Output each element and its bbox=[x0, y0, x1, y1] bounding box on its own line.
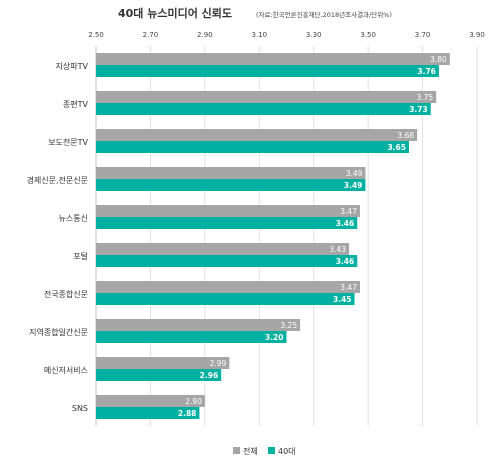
bar-40s bbox=[96, 65, 439, 77]
category-label: 지상파TV bbox=[56, 61, 89, 71]
bar-value-label: 2.96 bbox=[200, 371, 219, 380]
bar-40s bbox=[96, 369, 222, 381]
bar-total bbox=[96, 395, 205, 407]
x-tick-label: 2.90 bbox=[197, 31, 213, 39]
bar-40s bbox=[96, 103, 431, 115]
category-label: 메신저서비스 bbox=[44, 366, 88, 375]
category-label: 지역종합일간신문 bbox=[29, 327, 88, 337]
bar-value-label: 3.46 bbox=[336, 257, 355, 266]
x-tick-label: 3.30 bbox=[306, 31, 322, 39]
bar-40s bbox=[96, 141, 409, 153]
bar-total bbox=[96, 53, 450, 65]
bar-total bbox=[96, 91, 437, 103]
bar-total bbox=[96, 319, 301, 331]
bar-value-label: 2.88 bbox=[178, 409, 197, 418]
bar-value-label: 3.49 bbox=[346, 169, 363, 178]
category-label: SNS bbox=[72, 404, 88, 413]
bar-total bbox=[96, 357, 230, 369]
bar-value-label: 3.65 bbox=[387, 143, 406, 152]
bar-value-label: 3.45 bbox=[333, 295, 352, 304]
bar-40s bbox=[96, 407, 200, 419]
category-label: 경제신문,전문신문 bbox=[27, 175, 88, 185]
chart-title: 40대 뉴스미디어 신뢰도 bbox=[118, 6, 232, 20]
bar-40s bbox=[96, 293, 355, 305]
bar-total bbox=[96, 243, 350, 255]
x-tick-label: 3.10 bbox=[251, 31, 267, 39]
category-label: 전국종합신문 bbox=[44, 289, 88, 299]
bar-total bbox=[96, 205, 360, 217]
bar-value-label: 3.76 bbox=[417, 67, 436, 76]
category-label: 뉴스통신 bbox=[59, 214, 88, 223]
bar-total bbox=[96, 281, 360, 293]
bar-value-label: 3.68 bbox=[397, 131, 414, 140]
bar-value-label: 3.47 bbox=[340, 283, 357, 292]
bar-value-label: 3.75 bbox=[416, 93, 433, 102]
bar-value-label: 2.90 bbox=[185, 397, 202, 406]
category-label: 종편TV bbox=[63, 99, 89, 109]
chart-subtitle: (자료:한국언론진흥재단,2018년조사결과/단위%) bbox=[256, 10, 392, 19]
bar-40s bbox=[96, 255, 358, 267]
category-label: 포털 bbox=[73, 251, 88, 261]
bar-40s bbox=[96, 331, 287, 343]
bar-value-label: 3.80 bbox=[430, 55, 447, 64]
bar-value-label: 3.20 bbox=[265, 333, 284, 342]
bar-40s bbox=[96, 179, 366, 191]
bar-value-label: 3.47 bbox=[340, 207, 357, 216]
x-tick-label: 3.50 bbox=[360, 31, 376, 39]
bar-value-label: 3.25 bbox=[280, 321, 297, 330]
bar-value-label: 3.73 bbox=[409, 105, 428, 114]
bar-value-label: 3.49 bbox=[344, 181, 363, 190]
bar-total bbox=[96, 129, 418, 141]
legend-swatch bbox=[268, 447, 275, 454]
x-tick-label: 3.90 bbox=[469, 31, 485, 39]
legend-label: 전체 bbox=[243, 446, 258, 456]
category-label: 보도전문TV bbox=[48, 137, 88, 147]
legend-swatch bbox=[233, 447, 240, 454]
x-tick-label: 2.50 bbox=[88, 31, 104, 39]
x-tick-label: 2.70 bbox=[143, 31, 159, 39]
legend-label: 40대 bbox=[278, 447, 296, 456]
bar-value-label: 2.99 bbox=[210, 359, 227, 368]
bar-40s bbox=[96, 217, 358, 229]
bar-value-label: 3.43 bbox=[329, 245, 346, 254]
x-tick-label: 3.70 bbox=[415, 31, 431, 39]
bar-total bbox=[96, 167, 366, 179]
bar-value-label: 3.46 bbox=[336, 219, 355, 228]
